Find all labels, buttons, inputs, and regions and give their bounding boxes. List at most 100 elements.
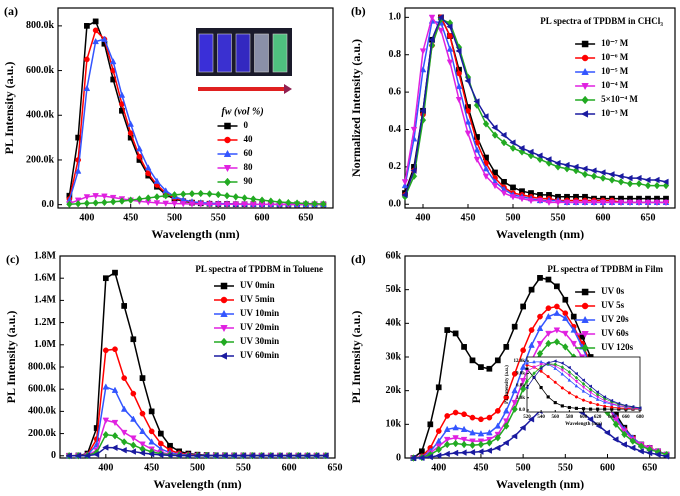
data-point (494, 408, 501, 414)
data-point (554, 199, 562, 207)
data-point (469, 414, 476, 421)
data-point (294, 452, 301, 459)
data-point (120, 438, 128, 446)
data-point (617, 172, 624, 180)
data-point (525, 361, 529, 365)
legend-label: 60 (244, 148, 254, 158)
data-point (320, 200, 327, 208)
data-point (662, 453, 670, 460)
y-tick-label: 800.0k (28, 361, 57, 372)
data-point (553, 366, 558, 370)
legend-marker (220, 309, 228, 317)
data-point (447, 33, 453, 39)
data-point (562, 296, 569, 303)
data-point (500, 190, 508, 197)
data-point (509, 194, 517, 201)
vial (198, 33, 214, 73)
data-point (267, 452, 274, 459)
data-point (93, 451, 100, 458)
data-point (214, 201, 222, 208)
data-point (485, 447, 492, 454)
x-tick-label: 400 (431, 462, 446, 473)
data-point (153, 177, 161, 184)
x-tick-label: 650 (328, 462, 343, 473)
data-point (537, 313, 543, 320)
y-tick-label: 0.4 (389, 124, 402, 135)
x-tick-label: 600 (580, 415, 588, 420)
data-point (511, 387, 518, 394)
y-tick-label: 3.0k (516, 396, 525, 401)
data-point (477, 430, 485, 437)
plot-frame (404, 7, 676, 209)
data-point (654, 451, 661, 458)
legend-marker (223, 177, 232, 187)
data-point (546, 360, 550, 365)
legend-marker (580, 110, 589, 118)
y-tick-label: 0 (396, 452, 401, 463)
data-point (527, 197, 535, 205)
legend-marker (220, 296, 228, 304)
legend-label: 10⁻⁴ M (601, 80, 629, 90)
data-point (460, 436, 468, 444)
y-tick-label: 20k (385, 385, 401, 396)
data-point (188, 189, 196, 198)
data-point (446, 59, 454, 66)
legend-marker (219, 352, 227, 360)
legend-marker (581, 54, 589, 62)
data-point (596, 403, 600, 407)
data-point (560, 365, 565, 370)
data-point (121, 303, 128, 309)
data-point (635, 179, 643, 188)
data-point (460, 425, 468, 432)
data-point (532, 365, 536, 370)
data-point (589, 401, 593, 405)
x-tick-label: 600 (600, 462, 615, 473)
data-point (644, 176, 651, 184)
data-point (258, 196, 266, 204)
data-point (456, 70, 462, 77)
data-point (464, 130, 472, 137)
data-point (206, 190, 213, 198)
data-point (444, 413, 451, 419)
data-point (111, 444, 118, 452)
x-tick-label: 400 (98, 462, 113, 473)
data-point (460, 440, 468, 449)
data-point (570, 340, 578, 348)
data-point (84, 56, 90, 63)
data-point (518, 196, 526, 203)
data-point (111, 386, 119, 393)
data-point (250, 195, 257, 203)
data-point (610, 405, 614, 409)
y-tick-label: 400.0k (28, 406, 57, 417)
data-point (635, 174, 642, 182)
data-point (595, 390, 600, 394)
data-point (501, 178, 507, 185)
data-point (171, 200, 178, 208)
data-point (581, 381, 586, 386)
legend-label: UV 120s (601, 342, 634, 352)
data-point (267, 197, 275, 205)
x-tick-label: 450 (473, 462, 488, 473)
data-point (92, 27, 99, 34)
legend-label: 80 (244, 162, 254, 172)
data-point (612, 416, 620, 423)
data-point (478, 364, 484, 370)
data-point (603, 429, 611, 437)
data-point (419, 48, 427, 55)
data-point (92, 18, 99, 25)
data-point (653, 181, 661, 190)
data-point (157, 430, 164, 437)
data-point (455, 96, 463, 104)
y-axis-label: PL Intensity (a.u.) (505, 365, 510, 404)
data-point (418, 454, 425, 462)
data-point (528, 327, 535, 333)
data-point (486, 365, 493, 372)
data-point (477, 448, 484, 455)
data-point (446, 23, 453, 30)
data-point (443, 436, 451, 444)
data-point (518, 144, 525, 152)
x-tick-label: 400 (416, 212, 431, 223)
data-point (546, 375, 550, 379)
data-point (322, 452, 329, 459)
